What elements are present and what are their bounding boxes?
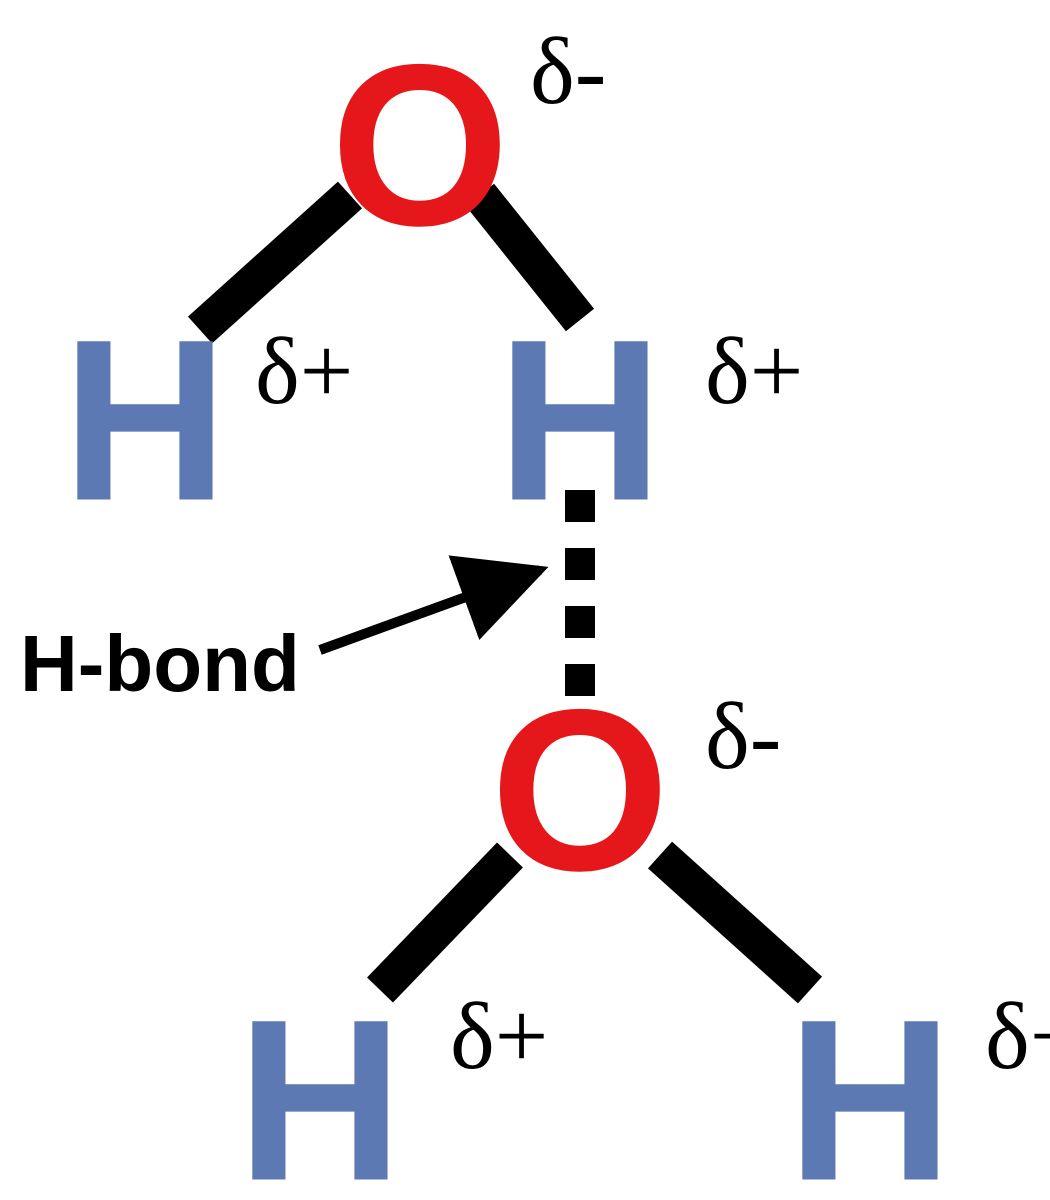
atom-H2: H <box>497 292 663 549</box>
charge-label-O2: δ- <box>705 683 781 789</box>
charge-label-H4: δ+ <box>985 983 1050 1089</box>
atom-H3: H <box>237 972 403 1200</box>
atom-O2: O <box>491 662 670 919</box>
atom-H4: H <box>787 972 953 1200</box>
hbond-diagram: OHHOHHδ-δ+δ+δ-δ+δ+H-bond <box>0 0 1050 1200</box>
covalent-bond-3 <box>660 855 810 990</box>
charge-label-H3: δ+ <box>450 983 548 1089</box>
atom-H1: H <box>62 292 228 549</box>
atom-O1: O <box>331 17 510 274</box>
charge-label-H2: δ+ <box>705 318 803 424</box>
hbond-label: H-bond <box>20 619 300 708</box>
charge-label-H1: δ+ <box>255 318 353 424</box>
charge-label-O1: δ- <box>530 18 606 124</box>
hbond-arrow <box>320 570 540 650</box>
